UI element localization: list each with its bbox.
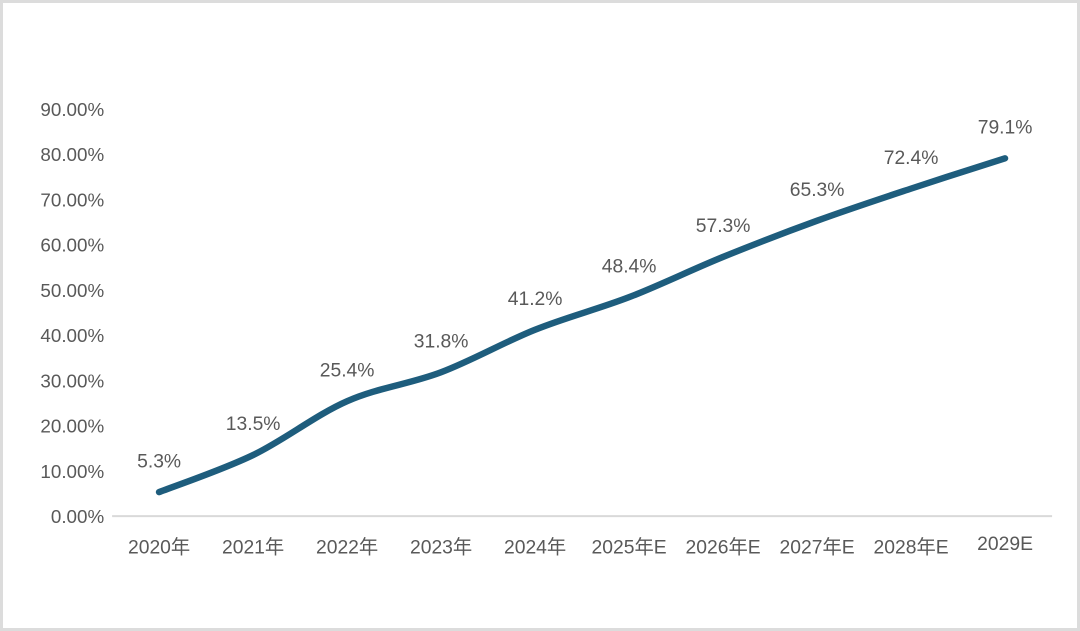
data-label: 48.4% (602, 256, 657, 277)
x-axis-label: 2024年 (504, 537, 566, 559)
x-axis-label: 2023年 (410, 537, 472, 559)
y-axis-label: 80.00% (40, 144, 104, 165)
x-axis-label: 2022年 (316, 537, 378, 559)
series-line (155, 155, 1009, 496)
y-axis-label: 40.00% (40, 325, 104, 346)
data-label: 57.3% (696, 216, 751, 237)
x-axis-label: 2025年E (592, 537, 667, 559)
x-axis-label: 2028年E (874, 537, 949, 559)
y-axis-label: 50.00% (40, 280, 104, 301)
data-label: 13.5% (226, 414, 281, 435)
y-axis-label: 60.00% (40, 235, 104, 256)
data-label: 41.2% (508, 289, 563, 310)
x-axis-label: 2027年E (780, 537, 855, 559)
data-label: 25.4% (320, 360, 375, 381)
chart-canvas: 90.00% 80.00% 70.00% 60.00% 50.00% 40.00% 30.0… (40, 99, 1053, 559)
data-label: 65.3% (790, 180, 845, 201)
x-axis-label: 2026年E (686, 537, 761, 559)
data-label: 72.4% (884, 148, 939, 169)
y-axis-label: 10.00% (40, 461, 104, 482)
data-label: 5.3% (137, 451, 181, 472)
y-axis-label: 20.00% (40, 416, 104, 437)
y-axis-label: 30.00% (40, 370, 104, 391)
y-axis-label: 70.00% (40, 189, 104, 210)
data-label: 31.8% (414, 331, 469, 352)
x-axis-label: 2029E (977, 534, 1033, 555)
y-axis-label: 0.00% (51, 506, 105, 527)
y-axis-label: 90.00% (40, 99, 104, 120)
data-label: 79.1% (978, 118, 1033, 139)
x-axis-label: 2020年 (128, 537, 190, 559)
x-axis-label: 2021年 (222, 537, 284, 559)
